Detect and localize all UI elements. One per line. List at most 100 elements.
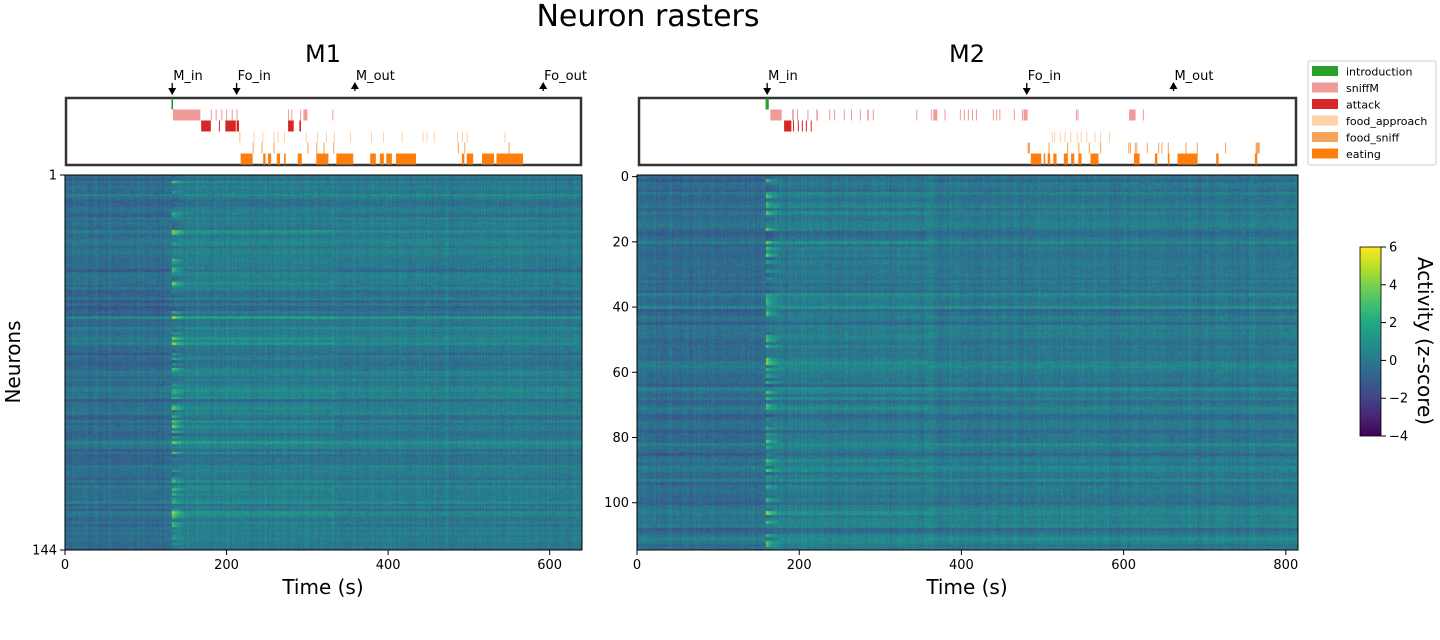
behavior-segment	[370, 131, 372, 143]
behavior-segment	[316, 142, 318, 154]
activity-heatmap	[637, 175, 1298, 550]
behavior-segment	[225, 120, 236, 132]
behavior-segment	[1177, 153, 1198, 165]
x-axis-ticks: 0 200 400 600 800	[633, 550, 1298, 573]
behavior-raster	[765, 98, 1260, 165]
behavior-segment	[843, 109, 845, 121]
behavior-segment	[1071, 153, 1075, 165]
behavior-segment	[215, 109, 217, 121]
event-label: M_in	[768, 69, 798, 84]
behavior-raster	[171, 98, 524, 165]
behavior-row-food-approach	[239, 131, 506, 143]
y-tick-label: 60	[612, 366, 629, 381]
legend-label: introduction	[1346, 66, 1412, 79]
behavior-segment	[1070, 131, 1072, 143]
behavior-raster-frame	[64, 96, 583, 167]
behavior-segment	[273, 131, 275, 143]
colorbar: 6 4 2 0 −2 −4 Activity (z-score)	[1359, 241, 1437, 445]
legend: introduction sniffM attack food_approachfoo…	[1307, 60, 1437, 166]
behavior-row-sniffM	[770, 109, 1144, 121]
panel-title: M1	[305, 40, 341, 68]
behavior-segment	[201, 120, 211, 132]
y-tick-label: 20	[612, 235, 629, 250]
colorbar-label: Activity (z-score)	[1413, 257, 1437, 425]
behavior-segment	[323, 142, 325, 154]
behavior-segment	[252, 142, 254, 154]
behavior-segment	[1078, 153, 1082, 165]
behavior-segment	[333, 131, 335, 143]
behavior-row-introduction	[171, 98, 174, 110]
behavior-segment	[1051, 131, 1053, 143]
behavior-segment	[236, 120, 240, 132]
behavior-segment	[305, 131, 307, 143]
y-axis-label: Neurons	[1, 320, 25, 403]
event-m-out: M_out	[1169, 69, 1213, 91]
legend-swatch	[1312, 99, 1338, 109]
behavior-segment	[1067, 142, 1069, 154]
behavior-segment	[765, 98, 769, 110]
behavior-segment	[1129, 142, 1131, 154]
behavior-segment	[933, 109, 938, 121]
legend-entry-food-sniff: food_sniff	[1312, 132, 1400, 145]
behavior-segment	[231, 109, 233, 121]
behavior-segment	[433, 131, 435, 143]
behavior-segment	[859, 109, 861, 121]
event-markers: M_in Fo_in M_out	[763, 69, 1213, 95]
behavior-segment	[1196, 142, 1198, 154]
y-axis-ticks: 1 144	[32, 169, 65, 559]
behavior-segment	[807, 109, 809, 121]
behavior-segment	[1054, 131, 1056, 143]
behavior-segment	[263, 153, 266, 165]
behavior-segment	[963, 109, 965, 121]
x-tick-label: 0	[633, 558, 641, 573]
behavior-segment	[267, 153, 272, 165]
behavior-segment	[1167, 153, 1170, 165]
behavior-segment	[297, 153, 302, 165]
behavior-segment	[1154, 153, 1158, 165]
behavior-segment	[1086, 131, 1088, 143]
behavior-segment	[975, 109, 977, 121]
legend-label: sniffM	[1346, 82, 1379, 95]
behavior-segment	[816, 109, 818, 121]
heatmap-area	[65, 175, 582, 550]
behavior-segment	[851, 109, 853, 121]
behavior-segment	[797, 120, 799, 132]
x-tick-label: 600	[537, 558, 562, 573]
behavior-segment	[253, 131, 255, 143]
behavior-segment	[370, 153, 376, 165]
behavior-segment	[1158, 142, 1160, 154]
colorbar-tick-label: 4	[1389, 278, 1397, 293]
legend-swatch	[1312, 82, 1338, 93]
legend-label: food_sniff	[1346, 132, 1400, 145]
heatmap-frame	[636, 174, 1299, 551]
legend-entry-eating: eating	[1312, 148, 1381, 161]
behavior-segment	[262, 131, 264, 143]
colorbar-tick-label: 2	[1389, 316, 1397, 331]
behavior-segment	[834, 109, 836, 121]
behavior-segment	[288, 109, 290, 121]
event-m-in: M_in	[763, 69, 798, 95]
behavior-segment	[805, 120, 807, 132]
behavior-segment	[1090, 153, 1099, 165]
event-fo-in: Fo_in	[1022, 69, 1061, 95]
legend-entry-food-approach: food_approach	[1312, 115, 1427, 128]
x-axis-label: Time (s)	[281, 575, 363, 599]
behavior-segment	[379, 153, 384, 165]
behavior-segment	[1108, 131, 1110, 143]
behavior-segment	[277, 131, 279, 143]
behavior-segment	[801, 120, 803, 132]
event-label: Fo_out	[544, 69, 587, 84]
behavior-row-sniffM	[173, 109, 334, 121]
behavior-segment	[383, 131, 385, 143]
event-label: M_in	[173, 69, 203, 84]
behavior-segment	[508, 142, 510, 154]
behavior-row-food-sniff	[252, 142, 510, 154]
colorbar-tick-label: 6	[1389, 241, 1397, 256]
y-tick-label: 0	[621, 170, 629, 185]
behavior-segment	[1075, 109, 1077, 121]
behavior-segment	[288, 120, 294, 132]
behavior-segment	[386, 153, 392, 165]
legend-frame	[1307, 60, 1437, 166]
colorbar-tick-label: −4	[1389, 430, 1408, 445]
behavior-segment	[333, 142, 335, 154]
